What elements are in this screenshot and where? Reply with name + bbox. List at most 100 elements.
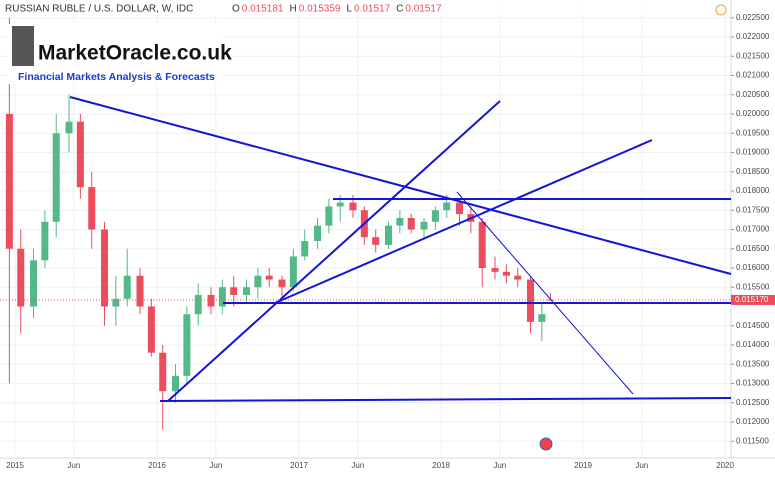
logo-box (8, 24, 222, 84)
x-tick-label: 2016 (148, 461, 166, 470)
y-tick-label: 0.019000 (736, 148, 770, 157)
y-tick-label: 0.016500 (736, 244, 770, 253)
candle-body (314, 225, 322, 242)
candle-body (538, 314, 546, 322)
y-tick-label: 0.021000 (736, 71, 770, 80)
last-price-box (731, 294, 775, 305)
y-tick-label: 0.018000 (736, 186, 770, 195)
event-icon[interactable] (539, 437, 553, 451)
y-tick-label: 0.013500 (736, 359, 770, 368)
y-axis: 0.011500 0.012000 0.012500 0.013000 0.013500… (731, 13, 770, 445)
y-tick-label: 0.017000 (736, 225, 770, 234)
y-tick-label: 0.014500 (736, 321, 770, 330)
candle-body (30, 260, 38, 307)
y-tick-label: 0.020500 (736, 90, 770, 99)
x-tick-label: Jun (67, 461, 80, 470)
y-tick-label: 0.011500 (736, 436, 769, 445)
candle-body (491, 268, 499, 272)
x-tick-label: 2015 (6, 461, 24, 470)
ohlc-value: 0.015181 (242, 4, 284, 15)
candle-body (278, 279, 286, 288)
candle-body (407, 217, 415, 230)
candle-body (123, 275, 131, 299)
y-tick-label: 0.022000 (736, 32, 770, 41)
x-tick-label: Jun (635, 461, 648, 470)
candle-body (147, 306, 155, 353)
candle-body (243, 287, 251, 295)
x-tick-label: Jun (351, 461, 364, 470)
candle-body (420, 221, 428, 230)
y-tick-label: 0.013000 (736, 379, 770, 388)
candle-body (194, 294, 202, 315)
candle-body (5, 113, 13, 249)
y-tick-label: 0.012000 (736, 417, 770, 426)
ohlc-key: C (396, 4, 403, 15)
ohlc-key: O (232, 4, 240, 15)
trend-line (456, 191, 634, 395)
candle-body (431, 210, 439, 222)
candle-body (254, 275, 262, 288)
candle-body (502, 271, 510, 276)
x-tick-label: 2018 (432, 461, 450, 470)
info-icon[interactable] (715, 4, 727, 16)
y-tick-label: 0.019500 (736, 128, 770, 137)
last-price-label: 0.015170 (735, 295, 769, 304)
y-tick-label: 0.016000 (736, 263, 770, 272)
trend-line (159, 397, 732, 402)
ohlc-value: 0.01517 (405, 4, 442, 15)
candle-body (88, 187, 96, 230)
candle-body (183, 314, 191, 376)
y-tick-label: 0.018500 (736, 167, 770, 176)
x-tick-label: 2020 (716, 461, 734, 470)
candle-body (325, 206, 333, 226)
candle-body (336, 202, 344, 207)
candle-body (207, 294, 215, 307)
candles (5, 17, 554, 430)
x-tick-label: Jun (209, 461, 222, 470)
candle-body (514, 275, 522, 280)
y-tick-label: 0.014000 (736, 340, 770, 349)
ohlc-key: L (346, 4, 352, 15)
candle-body (526, 279, 534, 322)
candle-body (265, 275, 273, 280)
logo-subtitle: Financial Markets Analysis & Forecasts (18, 71, 215, 83)
candle-body (289, 256, 297, 288)
candle-body (372, 237, 380, 245)
ohlc-value: 0.015359 (299, 4, 341, 15)
y-tick-label: 0.017500 (736, 205, 770, 214)
candle-body (136, 275, 144, 307)
candle-body (443, 202, 451, 211)
x-tick-label: Jun (493, 461, 506, 470)
x-axis: 2015 Jun 2016 Jun 2017 Jun 2018 Jun 2019 Jun 2020 (6, 461, 734, 470)
y-tick-label: 0.022500 (736, 13, 770, 22)
grid (0, 0, 730, 458)
candle-body (112, 298, 120, 307)
candle-body (41, 221, 49, 261)
candle-body (230, 287, 238, 295)
ohlc-value: 0.01517 (354, 4, 391, 15)
candle-body (17, 248, 25, 307)
candle-body (455, 202, 463, 215)
candle-body (478, 221, 486, 269)
candle-body (301, 241, 309, 257)
candle-body (396, 217, 404, 226)
candle-body (101, 229, 109, 307)
trend-line (274, 139, 653, 304)
candle-body (76, 121, 84, 188)
candle-body (546, 299, 554, 301)
y-tick-label: 0.020000 (736, 109, 770, 118)
candle-body (218, 287, 226, 307)
header-bg (0, 0, 730, 16)
candle-body (159, 352, 167, 392)
y-tick-label: 0.015500 (736, 282, 770, 291)
candle-body (52, 133, 60, 222)
logo-icon (12, 26, 34, 66)
y-tick-label: 0.021500 (736, 51, 770, 60)
y-tick-label: 0.012500 (736, 398, 770, 407)
x-tick-label: 2017 (290, 461, 308, 470)
ohlc-key: H (290, 4, 297, 15)
trend-line (69, 96, 732, 275)
candle-body (349, 202, 357, 211)
symbol-title: RUSSIAN RUBLE / U.S. DOLLAR, W, IDC (5, 4, 193, 15)
